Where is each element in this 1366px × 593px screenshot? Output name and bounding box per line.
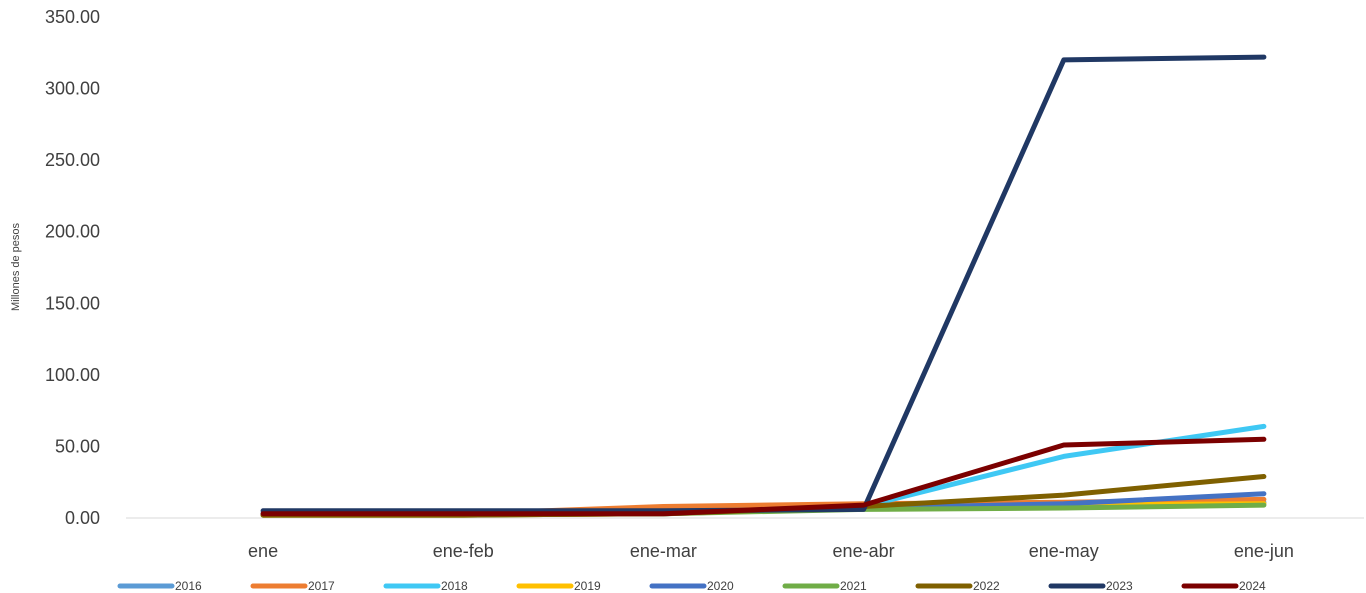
y-tick-label: 0.00	[65, 508, 100, 528]
legend-label: 2016	[175, 579, 202, 593]
y-axis-tick-labels: 0.00 50.00 100.00 150.00 200.00 250.00 300.00 3…	[45, 7, 100, 528]
y-tick-label: 150.00	[45, 293, 100, 313]
legend-label: 2023	[1106, 579, 1133, 593]
series-lines	[260, 54, 1267, 518]
legend-label: 2022	[973, 579, 1000, 593]
legend: 2016 2017 2018 2019 2020 2021 2022 2023 2024	[117, 579, 1266, 593]
y-tick-label: 350.00	[45, 7, 100, 27]
y-tick-label: 250.00	[45, 150, 100, 170]
y-tick-label: 300.00	[45, 79, 100, 99]
legend-label: 2021	[840, 579, 867, 593]
x-category-label: ene-abr	[833, 541, 895, 561]
legend-label: 2020	[707, 579, 734, 593]
x-category-label: ene-feb	[433, 541, 494, 561]
x-category-label: ene-mar	[630, 541, 697, 561]
legend-label: 2017	[308, 579, 335, 593]
series-line-2024	[260, 436, 1267, 517]
y-tick-label: 50.00	[55, 436, 100, 456]
legend-label: 2024	[1239, 579, 1266, 593]
y-tick-label: 200.00	[45, 222, 100, 242]
y-axis-title: Millones de pesos	[10, 222, 22, 311]
x-axis-category-labels: ene ene-feb ene-mar ene-abr ene-may ene-jun	[248, 541, 1294, 561]
x-category-label: ene-jun	[1234, 541, 1294, 561]
legend-label: 2018	[441, 579, 468, 593]
x-category-label: ene	[248, 541, 278, 561]
y-tick-label: 100.00	[45, 365, 100, 385]
legend-label: 2019	[574, 579, 601, 593]
x-category-label: ene-may	[1029, 541, 1099, 561]
